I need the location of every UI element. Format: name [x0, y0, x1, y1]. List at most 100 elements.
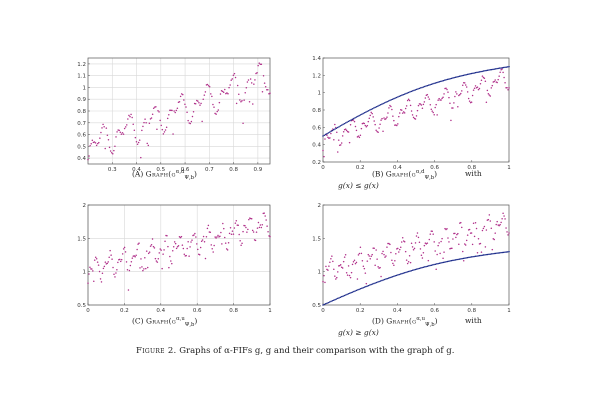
- curve-point: [488, 69, 490, 71]
- fif-point: [119, 260, 122, 263]
- fif-point: [442, 257, 444, 260]
- fif-point: [417, 104, 420, 107]
- curve-point: [346, 121, 348, 123]
- fif-point: [248, 101, 251, 103]
- curve-point: [406, 92, 409, 94]
- curve-point: [444, 79, 446, 81]
- fif-point: [443, 93, 445, 95]
- fif-point: [197, 100, 199, 102]
- curve-point: [402, 93, 405, 96]
- fif-point: [244, 92, 246, 94]
- curve-point: [469, 256, 471, 258]
- fif-point: [416, 109, 419, 112]
- curve-point: [391, 275, 394, 278]
- fif-point: [103, 125, 105, 128]
- fif-point: [454, 95, 456, 98]
- fif-point: [225, 248, 228, 250]
- fif-point: [229, 226, 232, 229]
- curve-point: [336, 126, 339, 129]
- caption-sub-d: Ψ,b: [425, 322, 435, 328]
- fif-point: [335, 278, 337, 280]
- curve-point: [357, 115, 359, 118]
- curve-point: [498, 67, 501, 69]
- fif-point: [505, 227, 507, 229]
- fif-point: [195, 236, 197, 238]
- curve-point: [445, 79, 447, 81]
- fif-point: [418, 241, 421, 244]
- fif-point: [241, 242, 243, 244]
- curve-point: [482, 254, 485, 256]
- fif-point: [112, 153, 114, 155]
- fif-point: [194, 232, 196, 235]
- caption-label-a: (A): [132, 169, 144, 179]
- fif-point: [180, 93, 183, 95]
- fif-point: [257, 64, 259, 67]
- caption-graph-c: Graph(g: [145, 316, 177, 326]
- curve-point: [371, 283, 374, 285]
- fif-point: [397, 123, 399, 125]
- fif-point: [211, 95, 213, 98]
- fif-point: [400, 241, 403, 243]
- fif-point: [163, 131, 166, 133]
- curve-point: [328, 131, 331, 133]
- curve-point: [331, 300, 334, 302]
- fif-point: [123, 127, 126, 130]
- fif-point: [266, 88, 268, 91]
- fif-point: [374, 123, 376, 126]
- fif-point: [96, 261, 99, 263]
- fif-point: [483, 225, 486, 228]
- fif-point: [470, 101, 473, 103]
- fif-point: [443, 251, 445, 253]
- curve-point: [437, 81, 439, 83]
- y-tick-label: 1: [83, 85, 87, 91]
- fif-point: [110, 152, 113, 154]
- fif-point: [185, 254, 187, 257]
- curve-point: [423, 85, 426, 88]
- fif-point: [410, 110, 413, 112]
- fif-point: [431, 230, 433, 232]
- fif-point: [109, 150, 112, 152]
- fif-point: [229, 84, 231, 86]
- curve-point: [393, 275, 395, 277]
- fif-point: [89, 266, 91, 269]
- fif-point: [354, 125, 357, 128]
- fif-point: [131, 116, 133, 119]
- fif-point: [350, 271, 353, 274]
- curve-point: [401, 272, 403, 275]
- fif-point: [437, 99, 439, 101]
- fif-point: [476, 252, 479, 254]
- fif-point: [341, 267, 344, 269]
- curve-point: [370, 283, 372, 286]
- fif-point: [141, 129, 143, 132]
- curve-point: [500, 67, 502, 69]
- fif-point: [145, 267, 147, 270]
- curve-point: [430, 83, 433, 86]
- fif-point: [479, 242, 482, 245]
- curve-point: [493, 68, 496, 70]
- fif-point: [494, 79, 496, 81]
- fif-point: [380, 275, 382, 278]
- curve-point: [397, 274, 399, 276]
- fif-point: [155, 105, 157, 108]
- x-tick-label: 0.8: [467, 308, 476, 314]
- fif-point: [112, 266, 114, 269]
- fif-point: [227, 241, 230, 244]
- curve-point: [472, 255, 474, 258]
- fif-point: [212, 103, 214, 106]
- fif-point: [225, 92, 227, 95]
- fif-point: [230, 79, 232, 81]
- fif-point: [348, 274, 351, 277]
- curve-point: [354, 290, 356, 292]
- y-tick-label: 0.6: [312, 125, 321, 131]
- fif-point: [115, 136, 117, 138]
- curve-point: [394, 97, 397, 99]
- fif-point: [245, 87, 248, 89]
- fif-point: [170, 260, 172, 262]
- curve-point: [485, 69, 488, 72]
- fif-point: [256, 72, 258, 74]
- fif-point: [184, 103, 186, 106]
- curve-point: [334, 298, 336, 301]
- fif-point: [224, 242, 227, 244]
- fif-point: [95, 144, 98, 147]
- curve-point: [478, 254, 481, 257]
